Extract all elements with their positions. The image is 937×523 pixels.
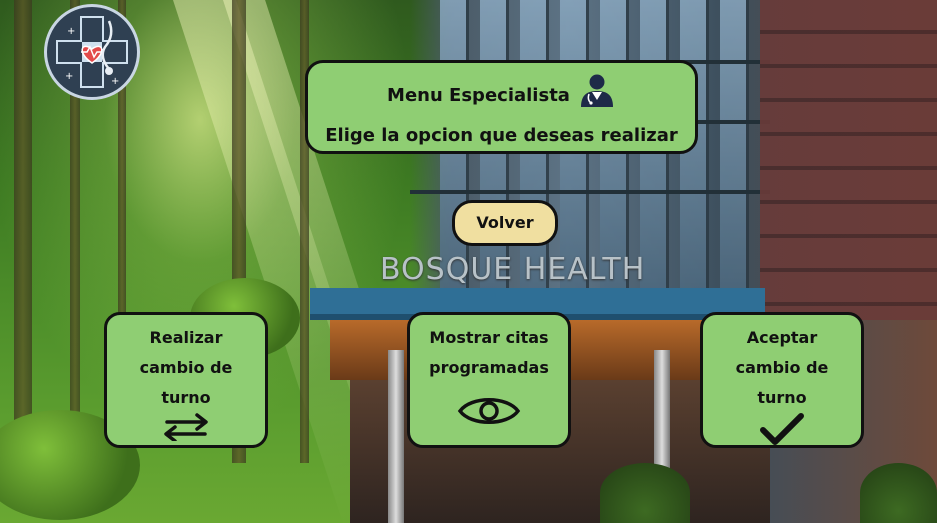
medical-logo: + + + <box>44 4 140 100</box>
option-label-line: programadas <box>429 358 549 377</box>
option-label-line: turno <box>161 388 211 407</box>
header-card: Menu Especialista Elige la opcion que de… <box>305 60 698 154</box>
floor-line <box>410 190 770 194</box>
tree-trunk <box>14 0 32 463</box>
brick-wall <box>760 0 937 320</box>
check-icon <box>703 413 861 447</box>
svg-text:+: + <box>65 71 73 82</box>
option-label-line: turno <box>757 388 807 407</box>
window-column <box>720 0 749 290</box>
svg-text:+: + <box>111 76 119 87</box>
svg-text:+: + <box>67 26 75 37</box>
building-sign: BOSQUE HEALTH <box>380 252 646 287</box>
back-button[interactable]: Volver <box>452 200 558 246</box>
doctor-icon <box>578 73 616 119</box>
option-label-line: Aceptar <box>746 328 818 347</box>
option-label-line: cambio de <box>735 358 829 377</box>
accept-shift-change-button[interactable]: Aceptar cambio de turno <box>700 312 864 448</box>
option-label-line: cambio de <box>139 358 233 377</box>
tree-trunk <box>70 0 80 463</box>
show-appointments-button[interactable]: Mostrar citas programadas <box>407 312 571 448</box>
potted-plant <box>600 463 690 523</box>
option-label-line: Realizar <box>149 328 223 347</box>
option-label-line: Mostrar citas <box>429 328 549 347</box>
change-shift-button[interactable]: Realizar cambio de turno <box>104 312 268 448</box>
potted-plant <box>860 463 937 523</box>
pillar <box>388 350 404 523</box>
tree-trunk <box>300 0 309 463</box>
tree-trunk <box>118 0 126 463</box>
page-title: Menu Especialista <box>387 85 570 106</box>
swap-arrows-icon <box>107 413 265 441</box>
eye-icon <box>410 393 568 429</box>
page-subtitle: Elige la opcion que deseas realizar <box>325 125 678 146</box>
